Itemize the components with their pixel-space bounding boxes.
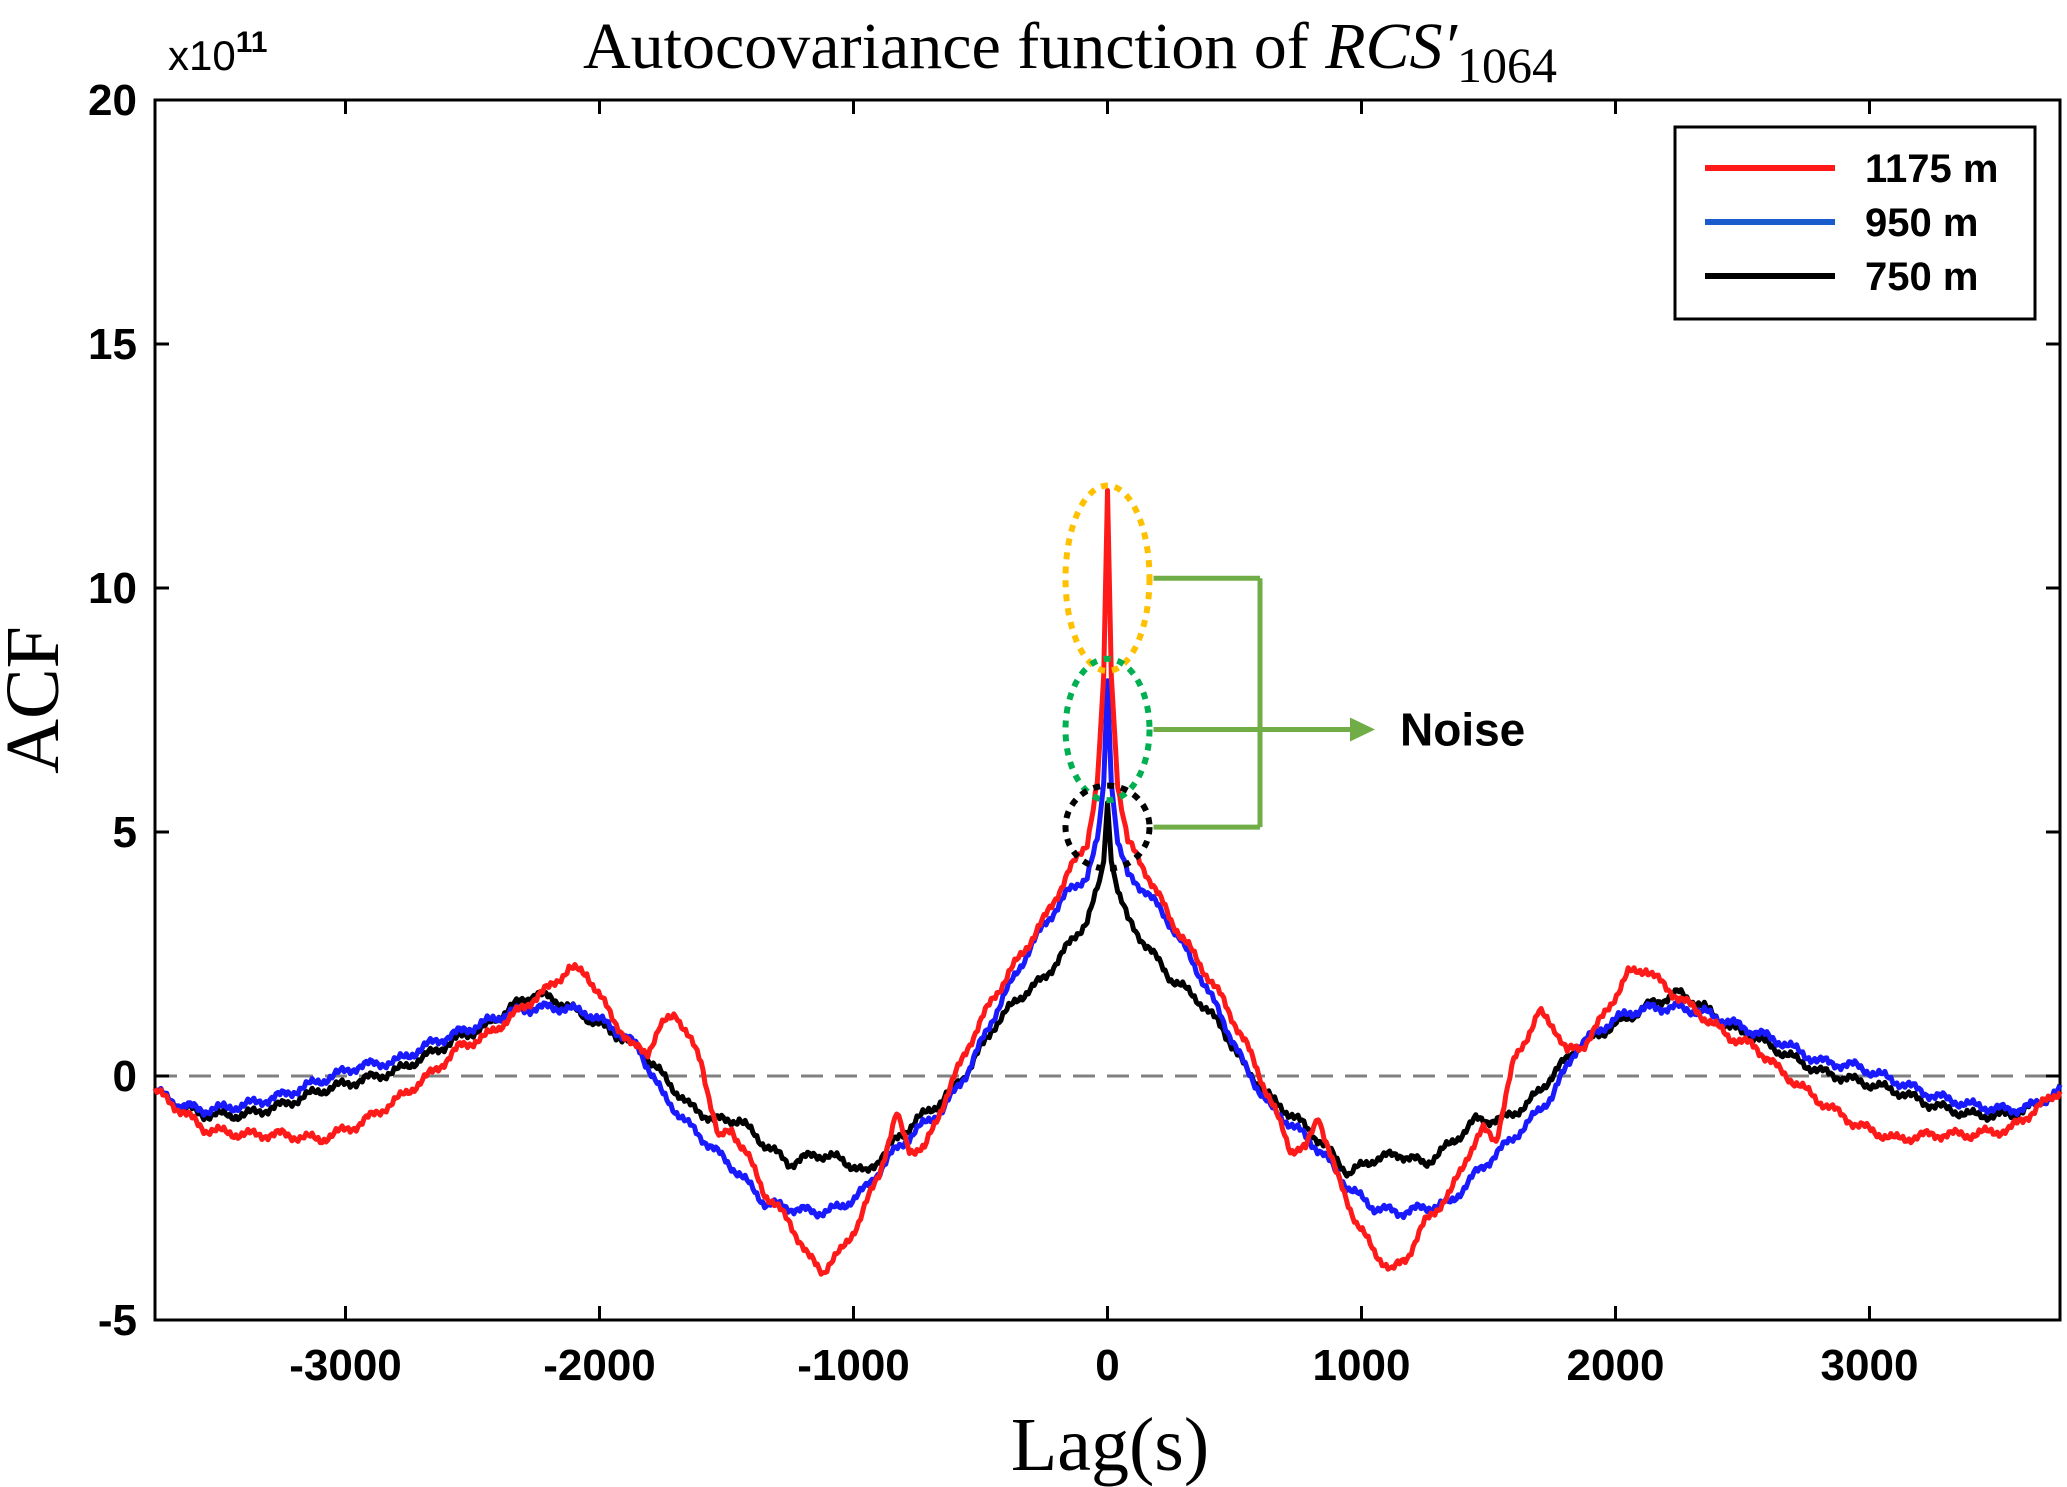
noise-highlight-ellipse	[1062, 782, 1153, 872]
legend-label-950m: 950 m	[1865, 201, 1978, 245]
y-multiplier-exponent: 11	[236, 26, 268, 59]
y-tick-label: 10	[88, 564, 137, 613]
legend-label-750m: 750 m	[1865, 255, 1978, 299]
y-tick-label: -5	[98, 1296, 137, 1345]
x-tick-label: -3000	[289, 1341, 402, 1390]
chart-title: Autocovariance function of RCS′1064	[583, 10, 1557, 93]
legend: 1175 m 950 m 750 m	[1673, 125, 2037, 321]
plot-area: -3000 -2000 -1000 0 1000 2000 3000 -5 0 5 10 15 20	[88, 76, 2063, 1390]
x-tick-label: 2000	[1567, 1341, 1665, 1390]
x-tick-label: 0	[1095, 1341, 1119, 1390]
x-axis-title: Lag(s)	[1011, 1403, 1209, 1487]
y-axis-title: ACF	[0, 626, 75, 774]
noise-arrow-head	[1350, 717, 1375, 742]
y-tick-label: 0	[113, 1052, 137, 1101]
chart-title-math: RCS′	[1324, 10, 1458, 83]
chart-title-text: Autocovariance function of	[583, 10, 1325, 83]
noise-highlight-ellipse	[1062, 482, 1153, 674]
series-line-1175m	[152, 487, 2063, 1277]
y-multiplier-base: x10	[168, 32, 236, 79]
y-tick-label: 15	[88, 320, 137, 369]
x-tick-label: -2000	[543, 1341, 656, 1390]
x-tick-label: 3000	[1821, 1341, 1919, 1390]
y-tick-label: 5	[113, 808, 137, 857]
noise-highlight-ellipse	[1062, 655, 1153, 804]
x-tick-label: -1000	[797, 1341, 910, 1390]
legend-label-1175m: 1175 m	[1865, 147, 1998, 191]
noise-label: Noise	[1400, 704, 1525, 756]
series-line-950m	[152, 678, 2063, 1221]
y-axis-multiplier: x1011	[168, 26, 267, 79]
y-tick-label: 20	[88, 76, 137, 125]
x-tick-label: 1000	[1313, 1341, 1411, 1390]
chart-title-subscript: 1064	[1457, 37, 1557, 93]
annotations: Noise	[1062, 482, 1525, 872]
series-line-750m	[152, 800, 2063, 1179]
